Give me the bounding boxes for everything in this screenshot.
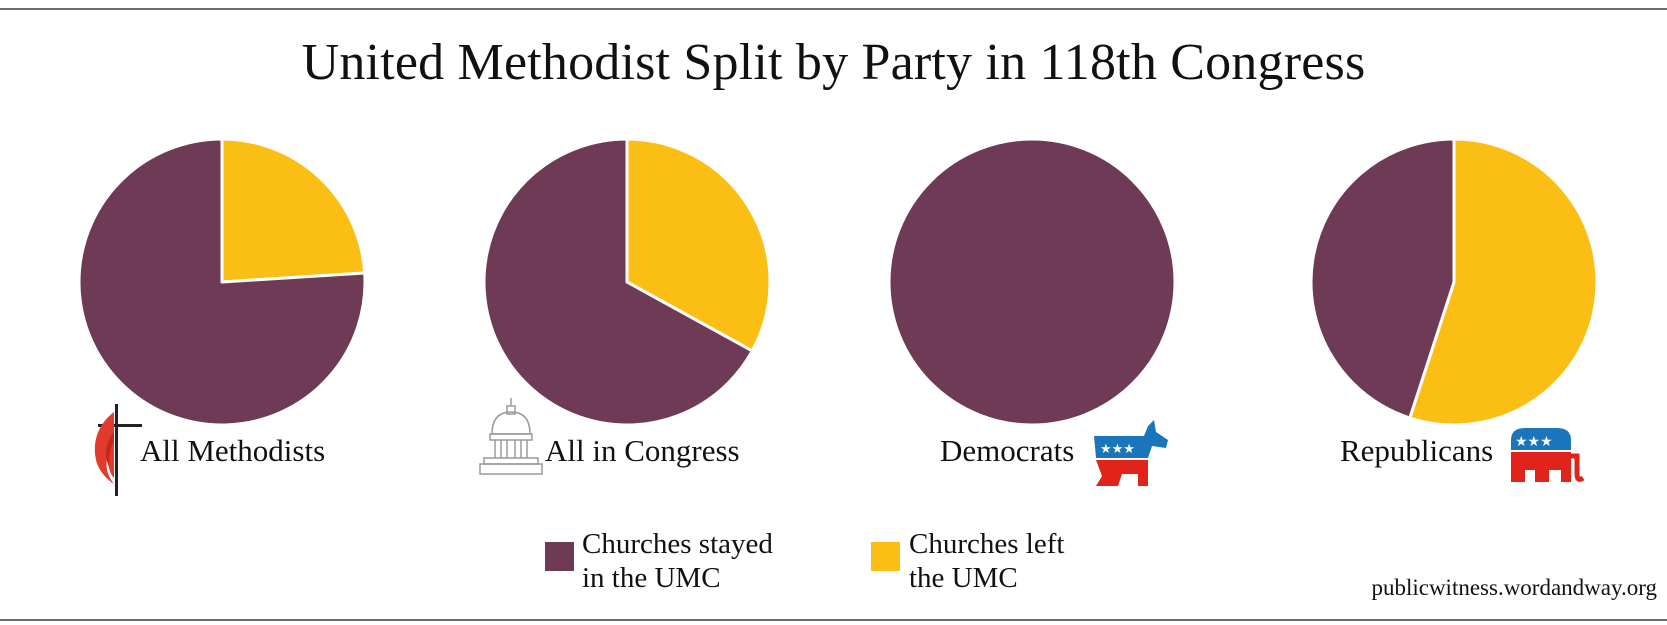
capitol-icon <box>479 398 543 475</box>
legend-label-stayed-line1: Churches stayed <box>582 528 773 560</box>
pie-2-slice-stayed <box>482 137 754 427</box>
pie-2-slice-left <box>625 137 772 353</box>
legend-label-stayed-line2: in the UMC <box>582 562 721 594</box>
donkey-icon: ★★★ <box>1094 420 1168 486</box>
caption-republicans: Republicans <box>1340 433 1494 468</box>
svg-text:★★★: ★★★ <box>1100 442 1135 457</box>
top-rule <box>0 8 1667 10</box>
pie-1-slice-left <box>220 137 367 284</box>
caption-democrats: Democrats <box>940 433 1075 468</box>
legend-label-left-line1: Churches left <box>909 528 1065 560</box>
chart-title: United Methodist Split by Party in 118th… <box>301 34 1366 91</box>
legend-swatch-stayed <box>545 542 574 571</box>
source-credit: publicwitness.wordandway.org <box>1371 575 1657 600</box>
pie-4-slice-left <box>1408 137 1599 427</box>
elephant-icon: ★★★ <box>1511 428 1585 482</box>
pie-1-slice-stayed <box>77 137 367 427</box>
cross-and-flame-icon <box>94 404 142 496</box>
bottom-rule <box>0 619 1667 621</box>
svg-text:★★★: ★★★ <box>1515 434 1553 450</box>
caption-all-methodists: All Methodists <box>140 433 326 468</box>
legend-swatch-left <box>871 542 900 571</box>
caption-all-in-congress: All in Congress <box>545 433 740 468</box>
legend-label-left-line2: the UMC <box>909 562 1018 594</box>
pie-4-slice-stayed <box>1309 137 1456 420</box>
pie-3-slice-stayed <box>887 137 1177 427</box>
